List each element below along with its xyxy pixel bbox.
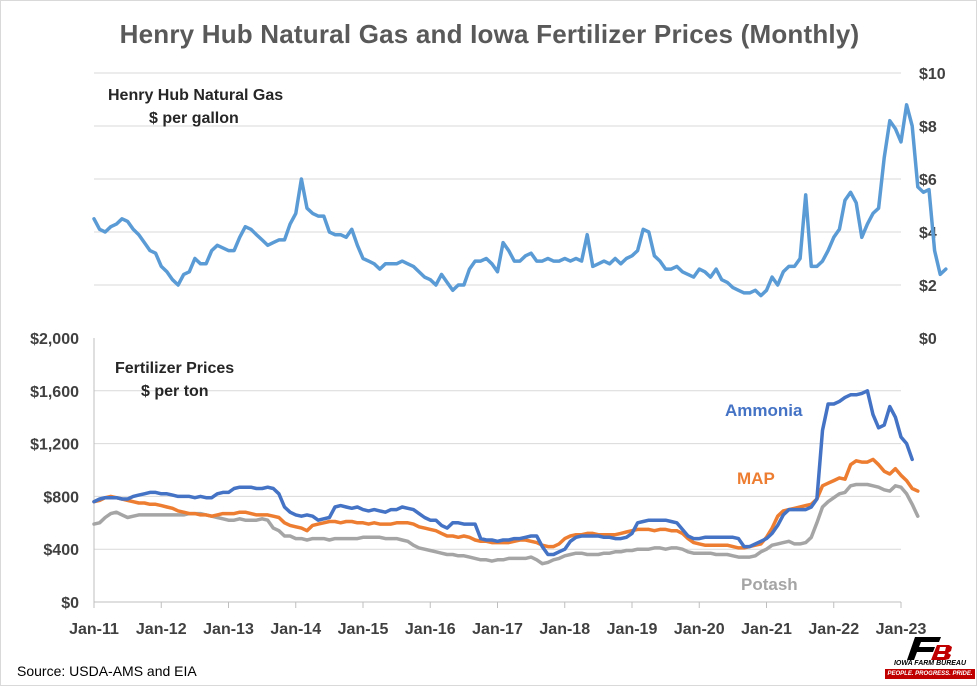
bottom-ytick-label: $2,000 bbox=[30, 331, 79, 348]
x-tick-label: Jan-12 bbox=[136, 621, 187, 638]
logo-tagline: PEOPLE. PROGRESS. PRIDE. bbox=[885, 669, 975, 679]
top-ytick-label: $0 bbox=[919, 331, 937, 348]
potash-price-line bbox=[92, 482, 920, 566]
x-tick-label: Jan-18 bbox=[539, 621, 590, 638]
fertilizer-panel-title: Fertilizer Prices bbox=[115, 360, 234, 377]
ammonia-price-line bbox=[92, 389, 914, 557]
gas-panel-title: Henry Hub Natural Gas bbox=[108, 87, 283, 104]
map-price-line bbox=[92, 457, 920, 550]
x-tick-label: Jan-14 bbox=[270, 621, 321, 638]
gas-price-line bbox=[92, 103, 948, 298]
top-ytick-label: $10 bbox=[919, 66, 946, 83]
ammonia-label: Ammonia bbox=[725, 401, 803, 420]
x-tick-label: Jan-17 bbox=[472, 621, 523, 638]
map-label: MAP bbox=[737, 469, 775, 488]
x-tick-label: Jan-22 bbox=[808, 621, 859, 638]
x-tick-label: Jan-16 bbox=[405, 621, 456, 638]
top-ytick-label: $6 bbox=[919, 172, 937, 189]
bottom-ytick-label: $1,600 bbox=[30, 384, 79, 401]
x-tick-label: Jan-23 bbox=[876, 621, 927, 638]
x-tick-label: Jan-15 bbox=[338, 621, 389, 638]
x-tick-label: Jan-20 bbox=[674, 621, 725, 638]
logo-name: IOWA FARM BUREAU bbox=[893, 660, 967, 667]
bottom-ytick-label: $1,200 bbox=[30, 437, 79, 454]
x-tick-label: Jan-13 bbox=[203, 621, 254, 638]
x-tick-label: Jan-19 bbox=[607, 621, 658, 638]
top-ytick-label: $8 bbox=[919, 119, 937, 136]
gas-panel-subtitle: $ per gallon bbox=[149, 110, 239, 127]
bottom-ytick-label: $800 bbox=[43, 489, 79, 506]
fb-mark-icon bbox=[907, 637, 952, 660]
bottom-ytick-label: $0 bbox=[61, 595, 79, 612]
x-tick-label: Jan-21 bbox=[741, 621, 792, 638]
chart-title: Henry Hub Natural Gas and Iowa Fertilize… bbox=[119, 19, 860, 49]
source-note: Source: USDA-AMS and EIA bbox=[17, 663, 197, 679]
bottom-ytick-label: $400 bbox=[43, 542, 79, 559]
top-ytick-label: $2 bbox=[919, 278, 937, 295]
potash-label: Potash bbox=[741, 575, 798, 594]
fertilizer-panel-subtitle: $ per ton bbox=[141, 383, 209, 400]
iowa-farm-bureau-logo: IOWA FARM BUREAU PEOPLE. PROGRESS. PRIDE… bbox=[885, 635, 975, 683]
x-tick-label: Jan-11 bbox=[69, 621, 119, 638]
